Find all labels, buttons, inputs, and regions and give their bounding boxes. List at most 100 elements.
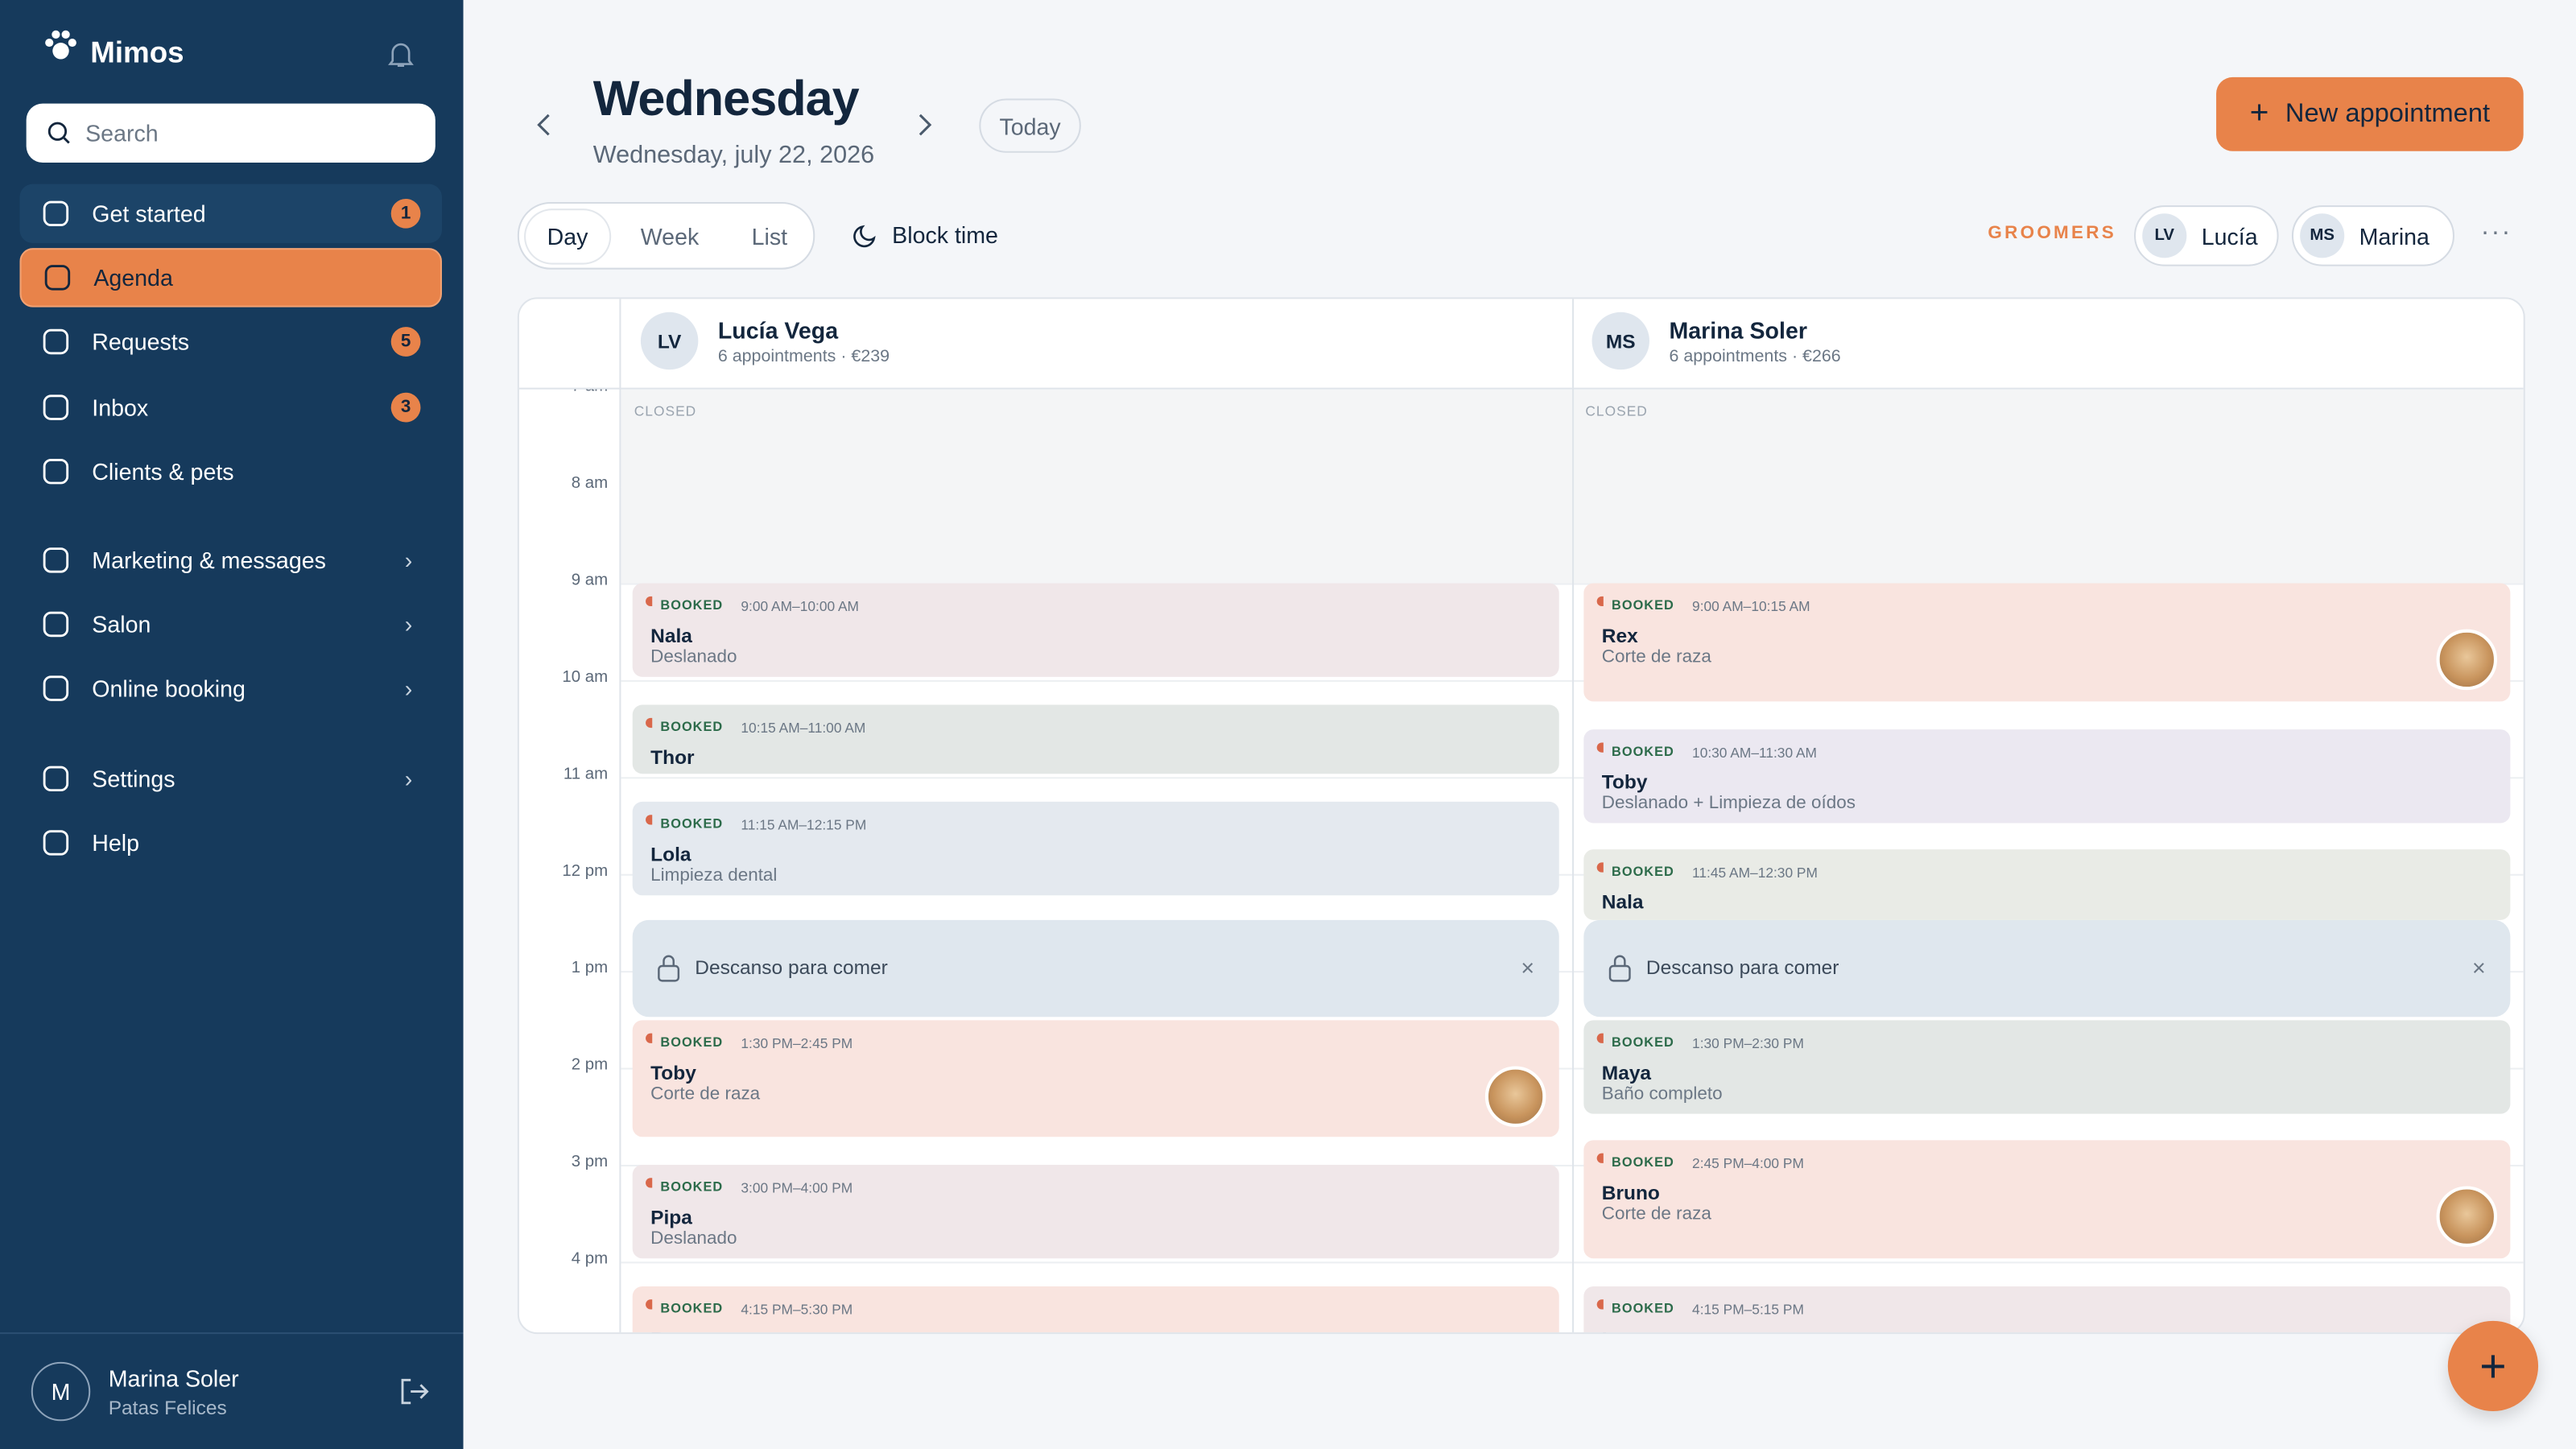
status-dot bbox=[646, 814, 653, 824]
closed-label: CLOSED bbox=[634, 402, 697, 419]
appointment[interactable]: BOOKED 11:15 AM–12:15 PM Lola Limpieza dent… bbox=[632, 801, 1559, 895]
status: BOOKED bbox=[660, 1179, 724, 1195]
header-divider bbox=[518, 387, 2524, 390]
divider bbox=[0, 1332, 464, 1335]
time: 1:30 PM–2:45 PM bbox=[741, 1034, 853, 1051]
pet-name: Lola bbox=[650, 842, 691, 865]
nav-item[interactable]: Salon › bbox=[19, 595, 441, 654]
hour-line bbox=[621, 583, 2524, 585]
nav-item[interactable]: Agenda bbox=[19, 248, 442, 308]
pet-name: Nala bbox=[1601, 890, 1644, 914]
status: BOOKED bbox=[660, 815, 724, 832]
lock-icon bbox=[658, 955, 680, 982]
status-dot bbox=[1596, 862, 1604, 873]
view-tab[interactable]: Day bbox=[526, 209, 609, 262]
break-label: Descanso para comer bbox=[695, 956, 888, 980]
service: Deslanado + Limpieza de oídos bbox=[1601, 792, 1856, 813]
pet-name: Luna bbox=[1602, 1327, 1649, 1332]
nav-item[interactable]: Marketing & messages › bbox=[19, 530, 441, 589]
block-time[interactable]: Block time bbox=[892, 221, 998, 249]
status: BOOKED bbox=[660, 719, 724, 734]
appointment[interactable]: BOOKED 9:00 AM–10:15 AM Rex Corte de raza bbox=[1583, 583, 2511, 701]
service: Baño completo bbox=[1601, 1083, 1723, 1104]
appointment[interactable]: BOOKED 9:00 AM–10:00 AM Nala Deslanado bbox=[632, 583, 1559, 677]
time: 11:15 AM–12:15 PM bbox=[741, 815, 867, 833]
groomer-initials: LV bbox=[2142, 213, 2187, 258]
status-dot bbox=[1596, 1032, 1604, 1042]
new-appointment[interactable]: + New appointment bbox=[2216, 76, 2524, 151]
service: Corte de raza bbox=[1601, 647, 1711, 667]
new-appointment-label: New appointment bbox=[2285, 99, 2491, 128]
user-avatar: M bbox=[31, 1361, 91, 1422]
brand: Mimos bbox=[90, 35, 184, 69]
nav-icon bbox=[43, 394, 69, 420]
time: 9:00 AM–10:00 AM bbox=[741, 597, 859, 615]
view-tab[interactable]: Week bbox=[640, 222, 700, 250]
nav-label: Salon bbox=[92, 611, 151, 638]
status-dot bbox=[646, 1032, 653, 1042]
search-box[interactable]: Search bbox=[26, 103, 436, 163]
service: Limpieza dental bbox=[650, 865, 778, 886]
pet-name: Toby bbox=[1601, 770, 1648, 793]
pet-name: Toby bbox=[650, 1060, 696, 1084]
logout[interactable] bbox=[399, 1377, 429, 1406]
groomer-chip[interactable]: MS Marina bbox=[2291, 205, 2454, 266]
hour-line bbox=[621, 679, 2524, 682]
hour-label: 2 pm bbox=[571, 1056, 609, 1075]
nav-item[interactable]: Help bbox=[19, 813, 441, 872]
chevron: › bbox=[404, 765, 413, 791]
view-switch: Day Week List bbox=[517, 202, 815, 270]
groomer-chip[interactable]: LV Lucía bbox=[2134, 205, 2279, 266]
break-close[interactable]: × bbox=[2472, 954, 2486, 981]
pet-name: Pipa bbox=[650, 1205, 692, 1229]
appointment[interactable]: BOOKED 1:30 PM–2:45 PM Toby Corte de raza bbox=[632, 1019, 1559, 1137]
search-icon bbox=[47, 122, 70, 144]
nav-item[interactable]: Online booking › bbox=[19, 659, 441, 718]
hour-label: 1 pm bbox=[571, 959, 609, 978]
nav-icon bbox=[43, 458, 69, 485]
appointment[interactable]: BOOKED 1:30 PM–2:30 PM Maya Baño completo bbox=[1583, 1019, 2511, 1113]
notifications[interactable] bbox=[386, 39, 416, 69]
groomer-avatar: MS bbox=[1591, 312, 1649, 370]
break-close[interactable]: × bbox=[1521, 954, 1535, 981]
status-dot bbox=[646, 596, 653, 607]
time: 10:30 AM–11:30 AM bbox=[1692, 743, 1818, 760]
hour-label: 8 am bbox=[571, 474, 609, 493]
day-title: Wednesday bbox=[592, 72, 860, 127]
more-menu[interactable]: ··· bbox=[2480, 218, 2512, 247]
view-tab[interactable]: List bbox=[751, 222, 788, 250]
appointment[interactable]: BOOKED 10:15 AM–11:00 AM Thor bbox=[632, 704, 1559, 774]
groomer-name: Lucía bbox=[2201, 222, 2258, 250]
nav-item[interactable]: Requests 5 bbox=[19, 313, 441, 372]
fab-add[interactable]: + bbox=[2447, 1320, 2539, 1412]
hour-label: 7 am bbox=[572, 390, 608, 396]
nav-label: Marketing & messages bbox=[92, 547, 326, 574]
nav-item[interactable]: Clients & pets bbox=[19, 442, 441, 501]
service: Deslanado bbox=[650, 647, 737, 667]
nav-icon bbox=[43, 765, 69, 791]
appointment[interactable]: BOOKED 2:45 PM–4:00 PM Bruno Corte de raza bbox=[1583, 1140, 2511, 1259]
nav-icon bbox=[44, 265, 71, 291]
groomer-avatar: LV bbox=[640, 312, 699, 370]
today-button[interactable]: Today bbox=[979, 98, 1081, 153]
service: Corte de raza bbox=[650, 1083, 761, 1104]
nav-label: Requests bbox=[92, 328, 190, 356]
prev-day[interactable] bbox=[532, 112, 559, 138]
nav-item[interactable]: Settings › bbox=[19, 749, 441, 807]
appointment[interactable]: BOOKED 3:00 PM–4:00 PM Pipa Deslanado bbox=[632, 1164, 1559, 1259]
status: BOOKED bbox=[1612, 1034, 1674, 1050]
nav-item[interactable]: Get started 1 bbox=[19, 184, 442, 244]
appointment[interactable]: BOOKED 10:30 AM–11:30 AM Toby Deslanado + L… bbox=[1583, 729, 2511, 823]
hour-line bbox=[621, 873, 2524, 876]
appointment[interactable]: BOOKED 4:15 PM–5:15 PM Luna bbox=[1583, 1286, 2511, 1333]
column-divider bbox=[1572, 299, 1575, 1333]
calendar: 7 am 8 am 9 am 10 am 11 am 12 pm 1 pm 2 pm 3 pm 4… bbox=[517, 297, 2525, 1335]
appointment[interactable]: BOOKED 11:45 AM–12:30 PM Nala bbox=[1583, 849, 2511, 919]
nav-icon bbox=[43, 547, 69, 573]
nav-item[interactable]: Inbox 3 bbox=[19, 378, 441, 436]
next-day[interactable] bbox=[912, 112, 939, 138]
status: BOOKED bbox=[1612, 1300, 1674, 1316]
appointment[interactable]: BOOKED 4:15 PM–5:30 PM Rocco bbox=[632, 1286, 1559, 1333]
chevron: › bbox=[404, 675, 413, 703]
